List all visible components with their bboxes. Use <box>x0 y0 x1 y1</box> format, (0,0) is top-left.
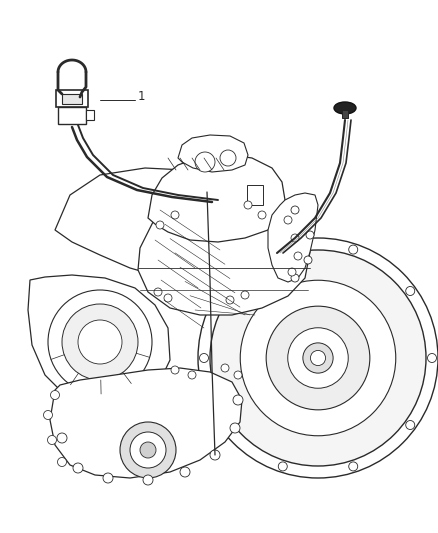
Circle shape <box>266 306 370 410</box>
Circle shape <box>244 201 252 209</box>
Circle shape <box>278 245 287 254</box>
Polygon shape <box>58 107 86 124</box>
Circle shape <box>140 442 156 458</box>
Circle shape <box>78 320 122 364</box>
Polygon shape <box>268 193 318 282</box>
Circle shape <box>304 256 312 264</box>
Circle shape <box>210 250 426 466</box>
Circle shape <box>230 423 240 433</box>
Circle shape <box>73 463 83 473</box>
Circle shape <box>427 353 437 362</box>
Circle shape <box>48 290 152 394</box>
Circle shape <box>406 287 415 295</box>
Polygon shape <box>50 368 242 478</box>
Circle shape <box>199 353 208 362</box>
Polygon shape <box>247 185 263 205</box>
Polygon shape <box>28 275 170 405</box>
Circle shape <box>406 421 415 430</box>
Ellipse shape <box>334 102 356 114</box>
Circle shape <box>220 150 236 166</box>
Circle shape <box>47 435 57 445</box>
Circle shape <box>210 450 220 460</box>
Circle shape <box>195 152 215 172</box>
Circle shape <box>233 395 243 405</box>
Circle shape <box>284 216 292 224</box>
Circle shape <box>171 211 179 219</box>
Circle shape <box>120 422 176 478</box>
Circle shape <box>288 268 296 276</box>
Polygon shape <box>178 135 248 172</box>
Circle shape <box>349 245 358 254</box>
Circle shape <box>241 291 249 299</box>
Circle shape <box>306 231 314 239</box>
Polygon shape <box>62 94 82 104</box>
Circle shape <box>154 288 162 296</box>
Circle shape <box>294 252 302 260</box>
Circle shape <box>143 475 153 485</box>
Circle shape <box>221 421 230 430</box>
Polygon shape <box>342 110 348 118</box>
Circle shape <box>291 274 299 282</box>
Circle shape <box>221 364 229 372</box>
Polygon shape <box>56 90 88 107</box>
Circle shape <box>50 391 60 400</box>
Circle shape <box>291 206 299 214</box>
Circle shape <box>258 211 266 219</box>
Circle shape <box>234 371 242 379</box>
Text: 1: 1 <box>138 91 145 103</box>
Circle shape <box>311 350 325 366</box>
Polygon shape <box>138 190 310 315</box>
Circle shape <box>221 287 230 295</box>
Polygon shape <box>55 168 272 282</box>
Circle shape <box>156 221 164 229</box>
Circle shape <box>188 371 196 379</box>
Circle shape <box>57 457 67 466</box>
Circle shape <box>130 432 166 468</box>
Circle shape <box>164 294 172 302</box>
Circle shape <box>303 343 333 373</box>
Circle shape <box>103 473 113 483</box>
Circle shape <box>291 234 299 242</box>
Circle shape <box>43 410 53 419</box>
Circle shape <box>240 280 396 436</box>
Circle shape <box>278 462 287 471</box>
Circle shape <box>171 366 179 374</box>
Circle shape <box>349 462 358 471</box>
Circle shape <box>288 328 348 388</box>
Circle shape <box>226 296 234 304</box>
Polygon shape <box>86 110 94 120</box>
Polygon shape <box>148 154 285 242</box>
Circle shape <box>180 467 190 477</box>
Circle shape <box>198 238 438 478</box>
Circle shape <box>62 304 138 380</box>
Circle shape <box>57 433 67 443</box>
